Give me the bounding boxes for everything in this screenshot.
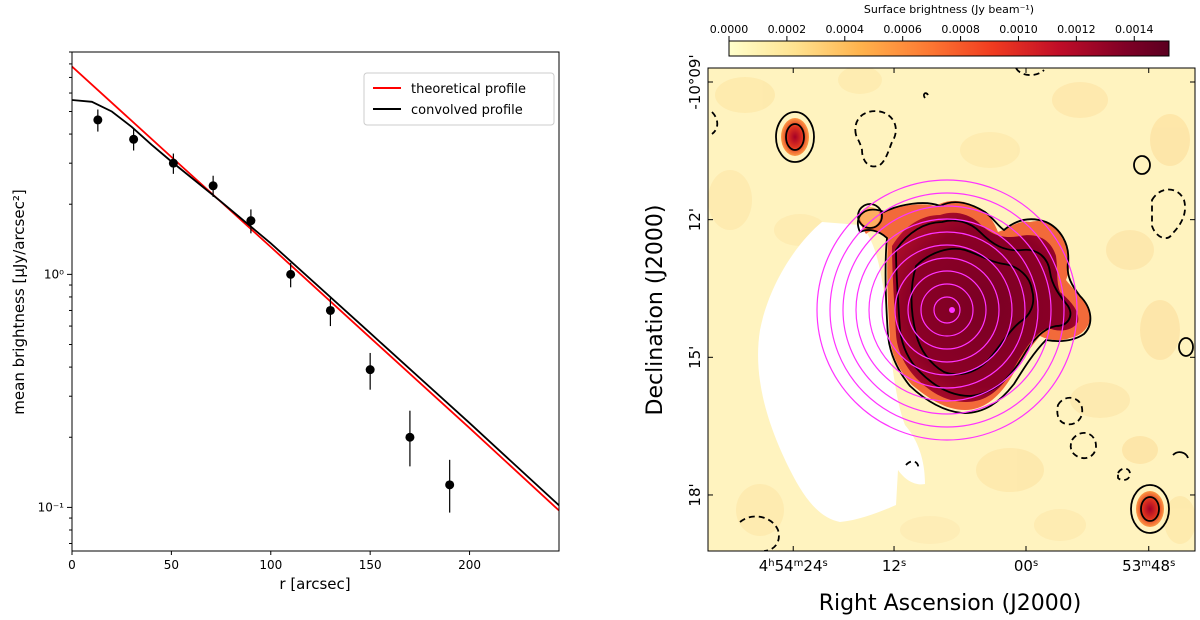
data-point <box>246 216 256 226</box>
annulus-ring <box>894 257 1000 363</box>
profile-plot: 0 50 100 150 200 10⁻¹ 10⁰ r [arcsec] mean bri… <box>10 51 560 593</box>
legend-convolved-label: convolved profile <box>411 103 523 118</box>
x-tick-label: 100 <box>259 558 282 572</box>
annulus-ring <box>842 205 1052 415</box>
radio-map: 4h54m24s 12s 00s 53m48s -10°09' 12' 15' 18' Ri… <box>643 3 1196 616</box>
data-point <box>445 480 455 490</box>
y-tick-label: 10⁰ <box>44 267 64 281</box>
data-point <box>325 305 335 315</box>
x-tick-label: 150 <box>359 558 382 572</box>
data-point <box>168 158 178 168</box>
colorbar-tick-label: 0.0002 <box>768 23 807 36</box>
colorbar-tick-label: 0.0014 <box>1115 23 1154 36</box>
colorbar: 0.0000 0.0002 0.0004 0.0006 0.0008 0.0010 0.00… <box>710 3 1170 57</box>
map-image <box>708 68 1195 551</box>
negative-contours <box>711 68 1186 551</box>
x-tick-label: 200 <box>458 558 481 572</box>
data-point <box>365 365 375 375</box>
dec-tick-label: 15' <box>686 346 704 369</box>
ra-tick-label: 12s <box>882 557 906 575</box>
map-y-axis-label: Declination (J2000) <box>643 205 668 416</box>
profile-legend: theoretical profile convolved profile <box>363 72 555 126</box>
annulus-ring <box>829 192 1065 428</box>
profile-x-axis-label: r [arcsec] <box>279 575 350 593</box>
data-point <box>129 134 139 144</box>
legend-theoretical-label: theoretical profile <box>411 82 526 97</box>
annuli-center <box>949 307 955 313</box>
profile-plot-background <box>72 52 559 551</box>
annulus-ring <box>907 270 987 350</box>
x-tick-label: 50 <box>164 558 179 572</box>
annulus-ring <box>855 218 1039 402</box>
data-point <box>286 269 296 279</box>
annulus-ring <box>816 179 1078 441</box>
y-tick-label: 10⁻¹ <box>38 500 65 514</box>
colorbar-gradient <box>728 40 1170 57</box>
data-point <box>208 181 218 191</box>
profile-plot-frame <box>71 51 560 552</box>
annulus-ring <box>881 244 1013 376</box>
series-theoretical-profile <box>72 65 559 512</box>
data-point <box>93 115 103 125</box>
annuli-regions <box>816 179 1078 441</box>
legend-box <box>363 72 555 126</box>
ra-tick-label: 53m48s <box>1122 557 1175 575</box>
ra-tick-label: 4h54m24s <box>759 557 828 575</box>
colorbar-tick-label: 0.0008 <box>941 23 980 36</box>
colorbar-tick-label: 0.0006 <box>883 23 922 36</box>
map-x-axis-label: Right Ascension (J2000) <box>819 591 1082 616</box>
colorbar-tick-label: 0.0010 <box>999 23 1038 36</box>
profile-y-axis-label: mean brightness [μJy/arcsec²] <box>10 189 28 414</box>
ra-tick-label: 00s <box>1014 557 1038 575</box>
dec-tick-label: 12' <box>686 208 704 231</box>
dec-tick-label: 18' <box>686 483 704 506</box>
colorbar-label: Surface brightness (Jy beam⁻¹) <box>864 3 1034 16</box>
data-point <box>405 432 415 442</box>
x-tick-label: 0 <box>68 558 76 572</box>
colorbar-tick-label: 0.0004 <box>826 23 865 36</box>
noise-patches <box>708 68 1195 544</box>
emission-core <box>892 212 1079 402</box>
map-frame <box>707 67 1196 552</box>
colorbar-tick-label: 0.0000 <box>710 23 749 36</box>
annulus-ring <box>933 296 961 324</box>
annulus-ring <box>868 231 1026 389</box>
colorbar-tick-label: 0.0012 <box>1057 23 1096 36</box>
dec-tick-label: -10°09' <box>686 54 704 109</box>
annulus-ring <box>920 283 974 337</box>
